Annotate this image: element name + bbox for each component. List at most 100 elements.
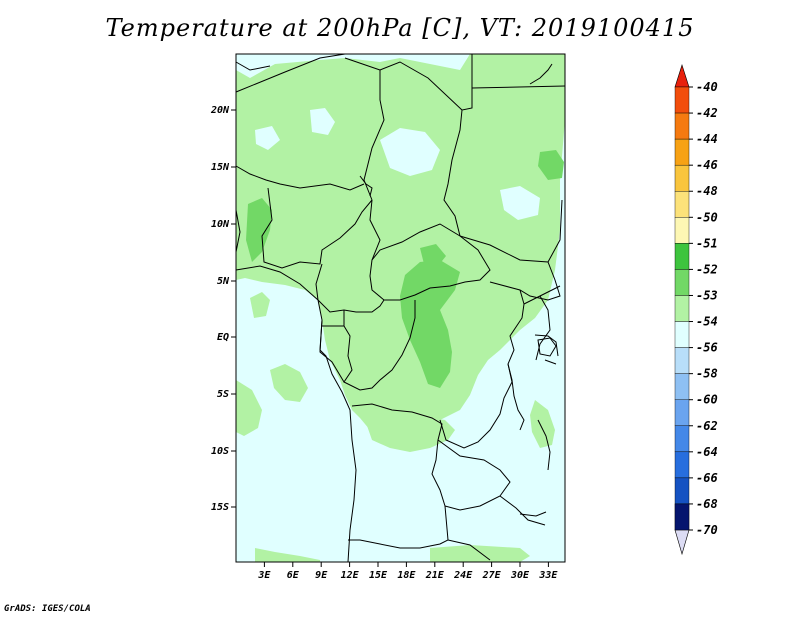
border-chad-sudan [379, 61, 463, 111]
border-egypt-sudan [443, 54, 473, 237]
colorbar-bin [674, 191, 690, 218]
border-chad-car [369, 199, 381, 261]
red-sea-coast [529, 63, 553, 85]
colorbar-bin [674, 164, 690, 192]
field-northeast-patch [538, 150, 564, 180]
lon-label: 33E [538, 570, 558, 581]
lakes-and-coast-detail [235, 61, 557, 517]
border-angola [348, 403, 449, 549]
colorbar-label: -40 [696, 80, 718, 94]
coast-mauritania [235, 61, 271, 71]
colorbar-label: -51 [696, 236, 718, 250]
field-south-strip [255, 548, 320, 562]
colorbar-label: -53 [696, 288, 718, 302]
field-ocean-patch-a [270, 364, 308, 402]
colorbar-bin [674, 477, 690, 505]
colorbar-label: -66 [696, 471, 718, 485]
map-title: Temperature at 200hPa [C], VT: 201910041… [105, 14, 695, 42]
colorbar-label: -68 [696, 497, 718, 511]
temperature-fields [236, 54, 565, 562]
border-congo [343, 300, 416, 391]
grads-credit: GrADS: IGES/COLA [4, 604, 91, 614]
lat-label: 15N [211, 162, 230, 173]
field-hole-northeast [500, 186, 540, 220]
map-plot: 20N 15N 10N 5N EQ 5S 10S 15S 3E 6E 9E 12E 15E 18E 21E… [210, 53, 566, 581]
lon-label: 3E [257, 570, 271, 581]
colorbar-bin [674, 321, 690, 348]
colorbar-label: -44 [696, 132, 718, 146]
lat-label: 10N [211, 219, 230, 230]
lon-label: 15E [369, 570, 388, 581]
colorbar-label: -48 [696, 184, 718, 198]
lon-label: 6E [287, 570, 300, 581]
field-southwest-patch [236, 380, 262, 436]
field-south-central [365, 418, 455, 452]
colorbar-label: -62 [696, 419, 718, 433]
border-lake-chad [359, 175, 373, 197]
field-hole-north-central [310, 108, 335, 135]
colorbar-bin [674, 295, 690, 322]
border-car [369, 223, 491, 301]
lon-label: 24E [453, 570, 473, 581]
field-congo-core [400, 260, 460, 388]
colorbar-bin [674, 425, 690, 453]
lon-label: 27E [482, 570, 502, 581]
border-uganda-kenya [523, 285, 561, 361]
colorbar-bin [674, 399, 690, 426]
field-west-africa-sahel [236, 54, 565, 440]
colorbar-bin [674, 243, 690, 270]
map-frame [235, 53, 566, 563]
lat-label: EQ [217, 332, 229, 343]
coast-namibia [519, 511, 547, 517]
lake-tanganyika [507, 363, 525, 431]
field-southeast-strip [430, 545, 530, 562]
latitude-axis: 20N 15N 10N 5N EQ 5S 10S 15S [210, 105, 236, 513]
border-sudan-north [471, 85, 566, 89]
colorbar-label: -46 [696, 158, 718, 172]
colorbar-label: -42 [696, 106, 718, 120]
field-west-coast-core [246, 198, 272, 262]
colorbar-label: -52 [696, 262, 718, 276]
border-south-sudan [459, 235, 561, 301]
lat-label: 5S [217, 389, 229, 400]
colorbar-label: -64 [696, 445, 718, 459]
lake-malawi [537, 419, 551, 471]
border-zambia [437, 439, 511, 511]
coastline-west-africa [235, 265, 357, 563]
field-ocean-patch-b [250, 292, 270, 318]
border-mali-niger [235, 165, 365, 191]
colorbar-bin [674, 112, 690, 140]
colorbar-label: -58 [696, 367, 718, 381]
colorbar-bin [674, 347, 690, 374]
border-nigeria [261, 187, 373, 269]
colorbar-bin [674, 269, 690, 296]
border-guinea [235, 209, 241, 253]
colorbar-min-triangle [674, 529, 690, 556]
colorbar-bin [674, 503, 690, 531]
colorbar-max-triangle [674, 64, 690, 88]
lat-label: 20N [210, 105, 230, 116]
border-ethiopia [547, 199, 563, 263]
field-hole-west [255, 126, 280, 150]
colorbar-label: -70 [696, 523, 718, 537]
lon-label: 21E [425, 570, 445, 581]
lat-label: 15S [211, 502, 229, 513]
lon-label: 30E [510, 570, 530, 581]
colorbar-label: -56 [696, 341, 718, 355]
lon-label: 9E [315, 570, 328, 581]
lat-label: 10S [211, 446, 229, 457]
field-hole-north [380, 128, 440, 176]
colorbar-bin [674, 451, 690, 479]
field-central-patch [420, 244, 446, 266]
colorbar-bin [674, 86, 690, 114]
country-borders [235, 53, 566, 563]
lon-label: 18E [397, 570, 416, 581]
colorbar-label: -54 [696, 315, 718, 329]
field-east-africa [530, 400, 555, 448]
border-east-coast [534, 334, 559, 365]
colorbar-bin [674, 138, 690, 166]
colorbar-bin [674, 373, 690, 400]
colorbar-bin [674, 217, 690, 244]
longitude-axis: 3E 6E 9E 12E 15E 18E 21E 24E 27E 30E 33E [257, 562, 558, 581]
